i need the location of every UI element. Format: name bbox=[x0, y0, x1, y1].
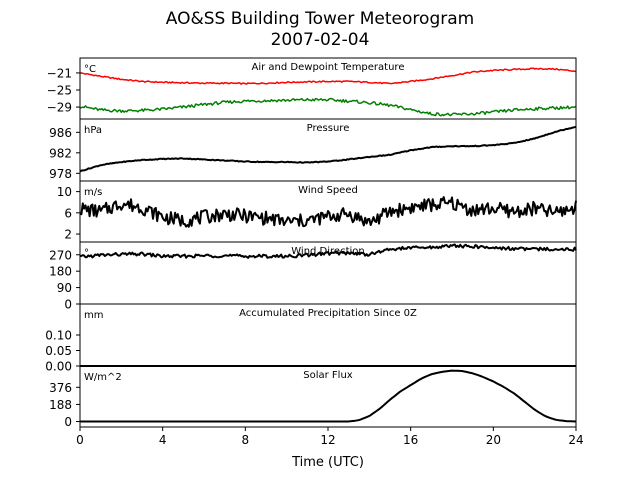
y-tick-label: −21 bbox=[47, 66, 72, 80]
y-tick-label: 2 bbox=[64, 228, 72, 242]
panel-3: 10 6 2 m/s Wind Speed bbox=[57, 180, 577, 243]
panel-unit: mm bbox=[84, 310, 103, 321]
y-tick-label: 10 bbox=[57, 185, 72, 199]
x-axis-label: Time (UTC) bbox=[291, 455, 364, 470]
y-tick-label: −25 bbox=[47, 83, 72, 97]
panel-2: 986 982 978 hPa Pressure bbox=[49, 118, 577, 182]
x-tick-label: 0 bbox=[76, 433, 84, 447]
panel-5: 0.100.05 0.00 mm Accumulated Precipitation … bbox=[45, 303, 577, 374]
panel-title: Accumulated Precipitation Since 0Z bbox=[239, 308, 417, 319]
x-tick-label: 16 bbox=[403, 433, 418, 447]
y-tick-label: 376 bbox=[49, 381, 72, 395]
y-tick-label: 6 bbox=[64, 206, 72, 220]
series-wind-direction bbox=[79, 243, 577, 259]
figure-title: AO&SS Building Tower Meteorogram bbox=[166, 9, 474, 29]
series-wind-speed bbox=[79, 196, 577, 228]
y-tick-label: 0.00 bbox=[45, 360, 72, 374]
panel-unit: hPa bbox=[84, 125, 102, 136]
panel-title: Pressure bbox=[307, 123, 350, 134]
panel-title: Air and Dewpoint Temperature bbox=[252, 62, 405, 73]
y-tick-label: −29 bbox=[47, 101, 72, 115]
panel-unit: °C bbox=[84, 64, 96, 75]
series-dewpoint bbox=[79, 97, 577, 117]
y-tick-label: 90 bbox=[57, 281, 72, 295]
panel-title: Solar Flux bbox=[303, 370, 353, 381]
y-tick-label: 188 bbox=[49, 398, 72, 412]
panel-1: −21 −25 −29 °C Air and Dewpoint Temperature bbox=[47, 57, 577, 120]
y-tick-label: 180 bbox=[49, 265, 72, 279]
y-tick-label: 986 bbox=[49, 126, 72, 140]
y-tick-label: 270 bbox=[49, 248, 72, 262]
x-tick-label: 12 bbox=[320, 433, 335, 447]
panel-title: Wind Speed bbox=[298, 185, 358, 196]
y-tick-label: 0 bbox=[64, 298, 72, 312]
panel-4: 270 180 90 0 ° Wind Direction bbox=[49, 241, 577, 312]
panel-unit: m/s bbox=[84, 187, 102, 198]
y-tick-label: 982 bbox=[49, 146, 72, 160]
x-tick-label: 8 bbox=[242, 433, 250, 447]
panel-title: Wind Direction bbox=[291, 246, 365, 257]
figure-subtitle: 2007-02-04 bbox=[271, 30, 370, 50]
series-temperature bbox=[79, 67, 577, 85]
x-tick-label: 20 bbox=[486, 433, 501, 447]
x-tick-label: 24 bbox=[568, 433, 583, 447]
panel-unit: ° bbox=[84, 248, 89, 259]
panel-6: 376 188 0 W/m^2 Solar Flux bbox=[49, 365, 577, 429]
panel-unit: W/m^2 bbox=[84, 372, 122, 383]
panels: −21 −25 −29 °C Air and Dewpoint Temperature 9… bbox=[45, 57, 577, 429]
y-tick-label: 978 bbox=[49, 167, 72, 181]
y-tick-label: 0.05 bbox=[45, 344, 72, 358]
x-axis: 0 4 8 12 16 20 24 bbox=[76, 427, 584, 447]
series-pressure bbox=[79, 125, 577, 173]
y-tick-label: 0.10 bbox=[45, 329, 72, 343]
series-solar-flux bbox=[80, 369, 577, 423]
x-tick-label: 4 bbox=[159, 433, 167, 447]
y-tick-label: 0 bbox=[64, 415, 72, 429]
